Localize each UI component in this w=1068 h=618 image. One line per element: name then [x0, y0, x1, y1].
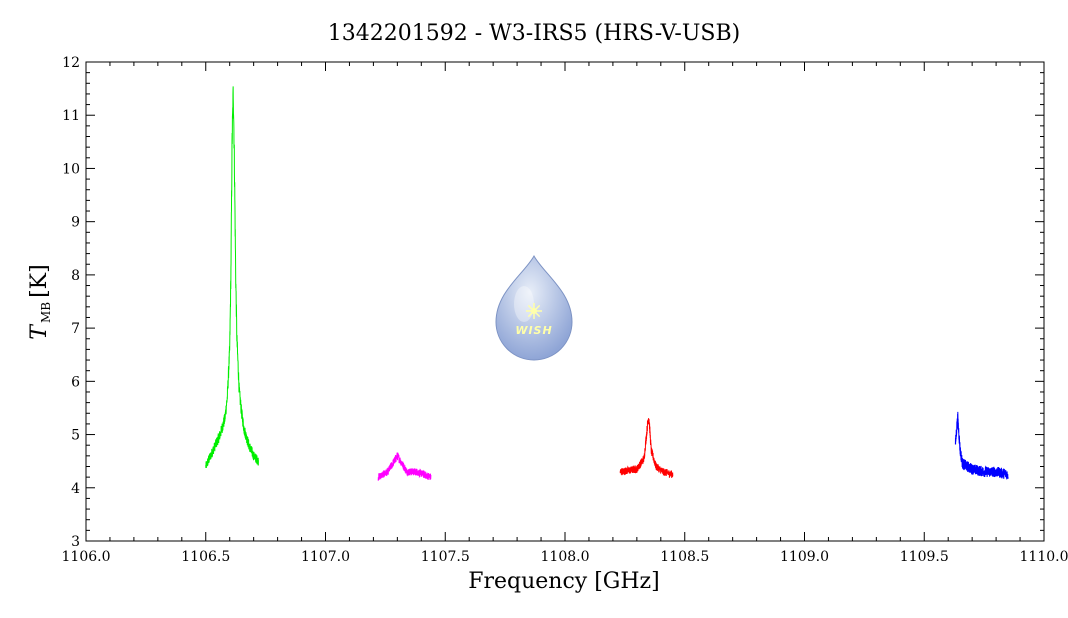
series-line-2: [377, 452, 432, 481]
x-tick-label: 1107.5: [421, 549, 470, 565]
y-axis-label-main: T: [27, 323, 52, 340]
series-group: [205, 86, 1009, 481]
x-tick-label: 1110.0: [1020, 549, 1068, 565]
x-tick-label: 1106.0: [62, 549, 111, 565]
x-tick-label: 1106.5: [181, 549, 230, 565]
y-tick-label: 11: [62, 108, 80, 124]
y-tick-label: 7: [71, 321, 80, 337]
y-tick-label: 8: [71, 268, 80, 284]
y-axis-label-sub: MB: [39, 302, 53, 323]
chart-title: 1342201592 - W3-IRS5 (HRS-V-USB): [328, 21, 740, 46]
series-line-3: [619, 418, 674, 479]
y-axis: 3 4 5 6 7 8 9 10 11 12: [62, 55, 1044, 550]
y-tick-label: 5: [71, 428, 80, 444]
x-axis-label: Frequency [GHz]: [468, 569, 660, 594]
y-tick-label: 4: [71, 481, 80, 497]
x-tick-label: 1108.5: [660, 549, 709, 565]
y-tick-label: 3: [71, 534, 80, 550]
y-axis-label: TMB [K]: [27, 264, 53, 339]
y-tick-label: 12: [62, 55, 80, 71]
wish-logo: WISH: [495, 254, 573, 361]
x-tick-label: 1107.0: [301, 549, 350, 565]
series-line-4: [954, 411, 1009, 480]
x-tick-label: 1109.5: [900, 549, 949, 565]
y-tick-label: 10: [62, 161, 80, 177]
series-line-1: [205, 86, 259, 469]
wish-logo-highlight: [514, 286, 534, 322]
x-axis: 1106.0 1106.5 1107.0 1107.5 1108.0 1108.5 1109…: [62, 62, 1068, 565]
wish-logo-star: [526, 303, 542, 319]
x-tick-label: 1108.0: [541, 549, 590, 565]
y-axis-label-unit: [K]: [27, 264, 52, 298]
wish-logo-text: WISH: [515, 324, 552, 337]
y-tick-label: 6: [71, 374, 80, 390]
x-tick-label: 1109.0: [780, 549, 829, 565]
y-tick-label: 9: [71, 215, 80, 231]
